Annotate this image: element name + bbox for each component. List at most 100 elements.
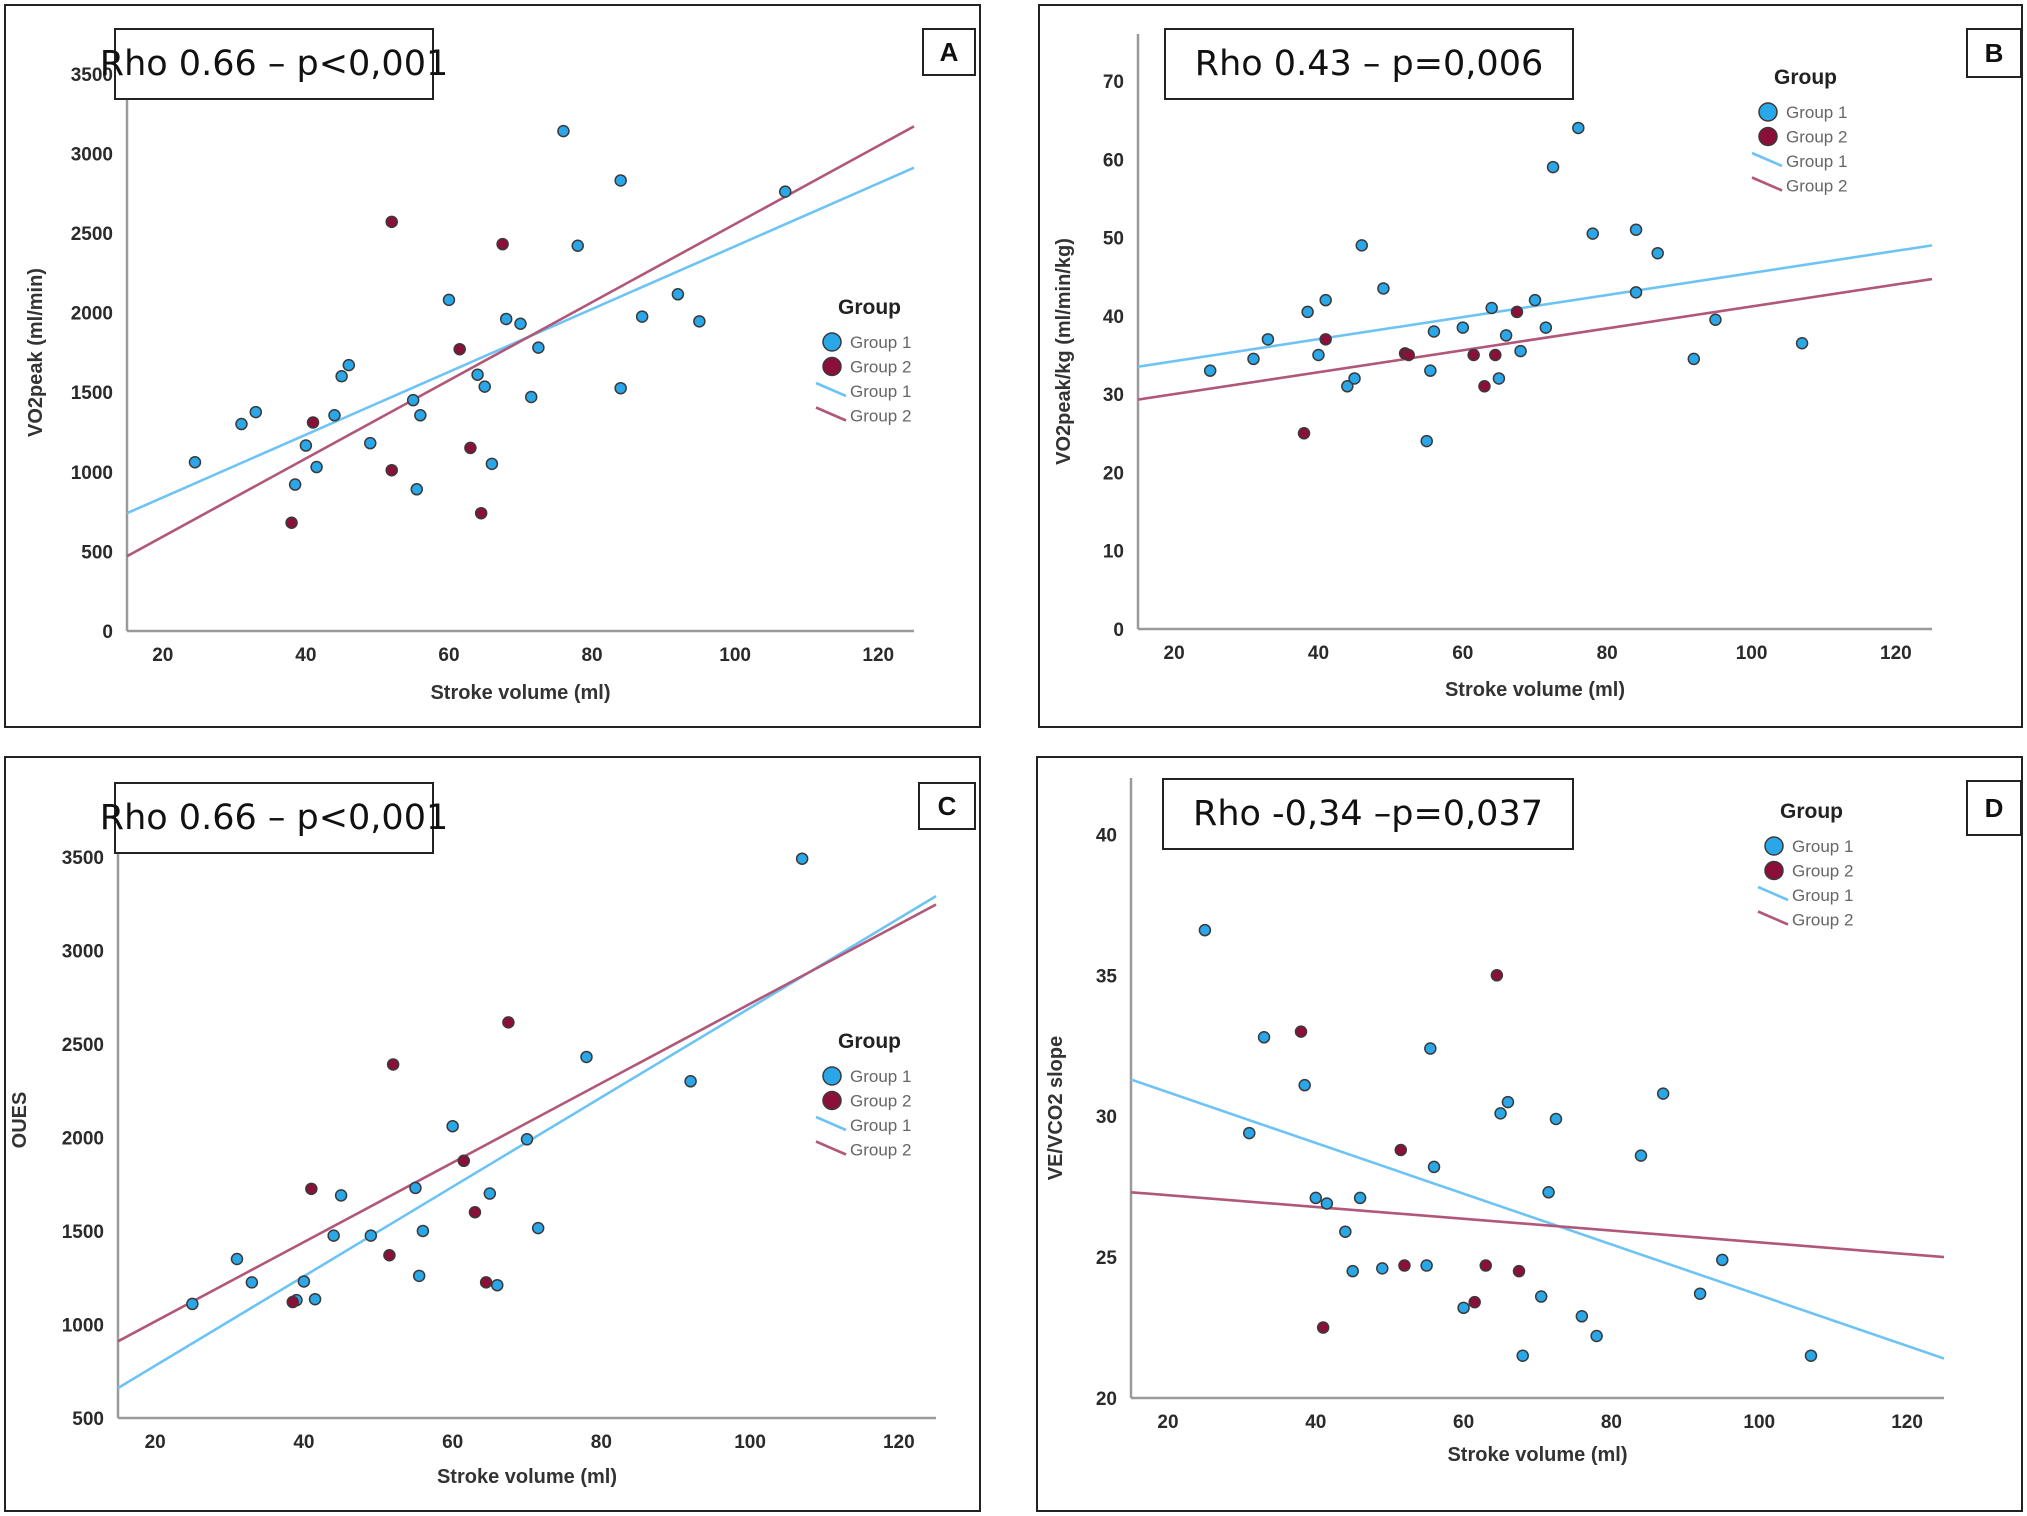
y-axis-label: VO2peak/kg (ml/min/kg) [1053, 238, 1075, 465]
data-point-group-1 [671, 288, 685, 301]
legend-entry: Group 1 [850, 333, 911, 352]
panel-a: 20 40 60 80 100 120 0 500 1000 1500 2000 2500 3000 35… [4, 4, 981, 728]
y-axis-label: VE/VCO2 slope [1045, 1036, 1067, 1181]
y-tick-label: 1000 [71, 463, 113, 484]
data-point-group-2 [479, 1276, 493, 1289]
data-point-group-1 [614, 174, 627, 187]
data-point-group-1 [335, 370, 348, 383]
legend-line-group-1 [815, 1115, 847, 1132]
data-point-group-2 [386, 1058, 400, 1071]
data-point-group-2 [1489, 348, 1502, 362]
data-point-group-1 [1572, 121, 1585, 135]
data-point-group-1 [580, 1050, 593, 1064]
x-tick-label: 60 [1453, 1412, 1474, 1433]
data-point-group-1 [1586, 227, 1599, 240]
legend-line-group-1 [815, 381, 847, 398]
data-point-group-1 [1542, 1186, 1555, 1199]
data-point-group-1 [446, 1119, 459, 1133]
x-axis-label: Stroke volume (ml) [430, 682, 610, 704]
data-point-group-1 [693, 315, 706, 328]
data-point-group-2 [1468, 1295, 1481, 1309]
data-point-group-2 [1479, 1259, 1493, 1272]
data-point-group-1 [1355, 239, 1369, 252]
x-tick-label: 60 [442, 1432, 463, 1453]
data-point-group-2 [383, 1249, 396, 1262]
data-point-group-2 [1297, 427, 1311, 440]
data-point-group-1 [1309, 1191, 1323, 1205]
legend-line-group-1 [1757, 885, 1789, 902]
y-tick-label: 1500 [62, 1222, 104, 1243]
data-point-group-1 [412, 1269, 426, 1283]
data-point-group-1 [1261, 333, 1275, 346]
legend-line-group-2 [1757, 910, 1789, 926]
data-point-group-1 [1420, 434, 1433, 448]
data-point-group-2 [1402, 348, 1415, 362]
data-point-group-2 [1512, 1264, 1526, 1278]
data-point-group-1 [1634, 1149, 1648, 1162]
legend-entry: Group 1 [850, 382, 911, 401]
data-point-group-1 [409, 1181, 422, 1195]
legend-entry: Group 2 [850, 407, 911, 426]
data-point-group-1 [235, 417, 248, 431]
data-point-group-1 [1319, 293, 1332, 307]
data-point-group-1 [1424, 364, 1437, 377]
x-tick-label: 80 [591, 1432, 612, 1453]
y-tick-label: 2000 [62, 1128, 104, 1149]
data-point-group-2 [464, 441, 477, 455]
data-point-group-1 [635, 310, 649, 323]
data-point-group-2 [1490, 969, 1504, 982]
x-tick-label: 60 [438, 645, 459, 666]
legend-entry: Group 2 [850, 358, 911, 377]
legend-title: Group [1780, 800, 1843, 823]
chart-b: 20 40 60 80 100 120 0 10 20 30 40 50 60 70 Stroke volu… [1053, 34, 1933, 701]
legend-entry: Group 1 [1786, 103, 1847, 122]
legend-line-group-2 [815, 406, 847, 422]
y-tick-label: 500 [72, 1409, 104, 1430]
correlation-annotation: Rho 0.66 – p<0,001 [100, 782, 448, 854]
legend-entry: Group 2 [1792, 862, 1853, 881]
x-tick-label: 20 [1164, 643, 1185, 664]
y-tick-label: 3000 [62, 941, 104, 962]
x-tick-label: 120 [1891, 1412, 1923, 1433]
x-tick-label: 120 [862, 645, 894, 666]
x-tick-label: 20 [145, 1432, 166, 1453]
data-point-group-1 [514, 317, 527, 330]
data-point-group-2 [453, 342, 466, 356]
y-tick-label: 3500 [71, 65, 113, 86]
x-tick-label: 20 [1157, 1412, 1178, 1433]
legend-entry: Group 2 [850, 1141, 911, 1160]
y-axis-label: VO2peak (ml/min) [25, 268, 47, 437]
data-point-group-2 [1510, 305, 1524, 319]
correlation-annotation: Rho -0,34 –p=0,037 [1162, 778, 1574, 850]
data-point-group-1 [478, 380, 491, 393]
data-point-group-1 [1485, 301, 1498, 315]
data-point-group-1 [1420, 1259, 1433, 1272]
data-point-group-1 [1499, 329, 1513, 342]
y-tick-label: 50 [1103, 229, 1124, 250]
y-tick-label: 2000 [71, 304, 113, 325]
data-point-group-2 [385, 215, 398, 229]
legend-title: Group [838, 296, 901, 319]
legend-entry: Group 2 [1786, 177, 1847, 196]
data-point-group-1 [1456, 321, 1470, 334]
x-tick-label: 80 [581, 645, 602, 666]
data-point-group-1 [1693, 1287, 1707, 1300]
legend-entry: Group 1 [850, 1116, 911, 1135]
chart-d: 20 40 60 80 100 120 20 25 30 35 40 Stroke volume (m… [1045, 778, 1945, 1466]
data-point-group-2 [385, 463, 398, 477]
legend-marker-group-2 [1764, 860, 1784, 881]
legend-entry: Group 1 [850, 1067, 911, 1086]
y-tick-label: 2500 [62, 1035, 104, 1056]
y-tick-label: 0 [102, 622, 113, 643]
data-point-group-2 [1478, 380, 1491, 393]
y-tick-label: 0 [1113, 620, 1124, 641]
panel-letter: A [922, 28, 976, 76]
data-point-group-1 [297, 1275, 311, 1288]
legend-marker-group-1 [822, 332, 842, 352]
data-point-group-1 [1341, 380, 1354, 393]
y-tick-label: 60 [1103, 150, 1124, 171]
panel-letter: D [1966, 780, 2022, 836]
fit-line-group-2 [1130, 1190, 1945, 1259]
chart-a: 20 40 60 80 100 120 0 500 1000 1500 2000 2500 3000 35… [25, 34, 915, 704]
legend-entry: Group 2 [1786, 128, 1847, 147]
